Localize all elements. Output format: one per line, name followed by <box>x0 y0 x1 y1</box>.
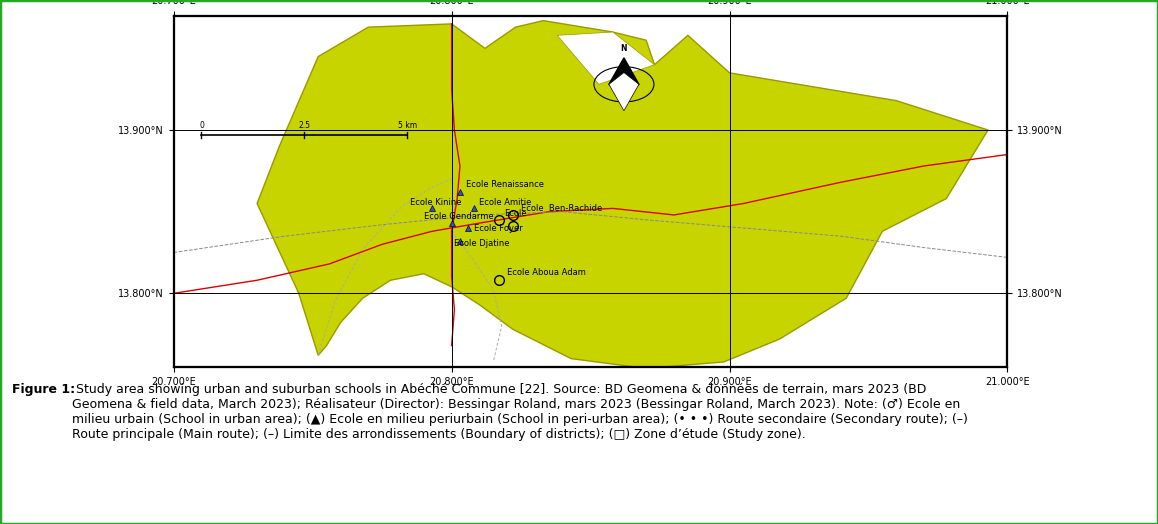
Polygon shape <box>557 32 654 84</box>
Text: Ecole Kinine: Ecole Kinine <box>410 198 461 207</box>
Text: Ecole Amitie: Ecole Amitie <box>479 198 532 207</box>
Text: Ecole  Ben-Rachide: Ecole Ben-Rachide <box>521 204 602 213</box>
Text: Ecole Gendarme: Ecole Gendarme <box>424 212 493 222</box>
Text: Ecole Djatine: Ecole Djatine <box>454 238 510 248</box>
Polygon shape <box>257 20 988 368</box>
Text: 0: 0 <box>199 121 204 130</box>
Text: Ecole Foyer: Ecole Foyer <box>474 224 522 233</box>
Polygon shape <box>609 58 639 96</box>
Text: Ecole: Ecole <box>505 209 527 218</box>
Text: Ecole Aboua Adam: Ecole Aboua Adam <box>507 268 586 277</box>
Text: Study area showing urban and suburban schools in Abéché Commune [22]. Source: BD: Study area showing urban and suburban sc… <box>72 383 968 441</box>
Text: 2.5: 2.5 <box>299 121 310 130</box>
Text: N: N <box>621 45 628 53</box>
Text: Ecole Renaissance: Ecole Renaissance <box>466 180 543 189</box>
Text: 5 km: 5 km <box>397 121 417 130</box>
Text: Figure 1:: Figure 1: <box>12 383 75 396</box>
Polygon shape <box>609 72 639 111</box>
